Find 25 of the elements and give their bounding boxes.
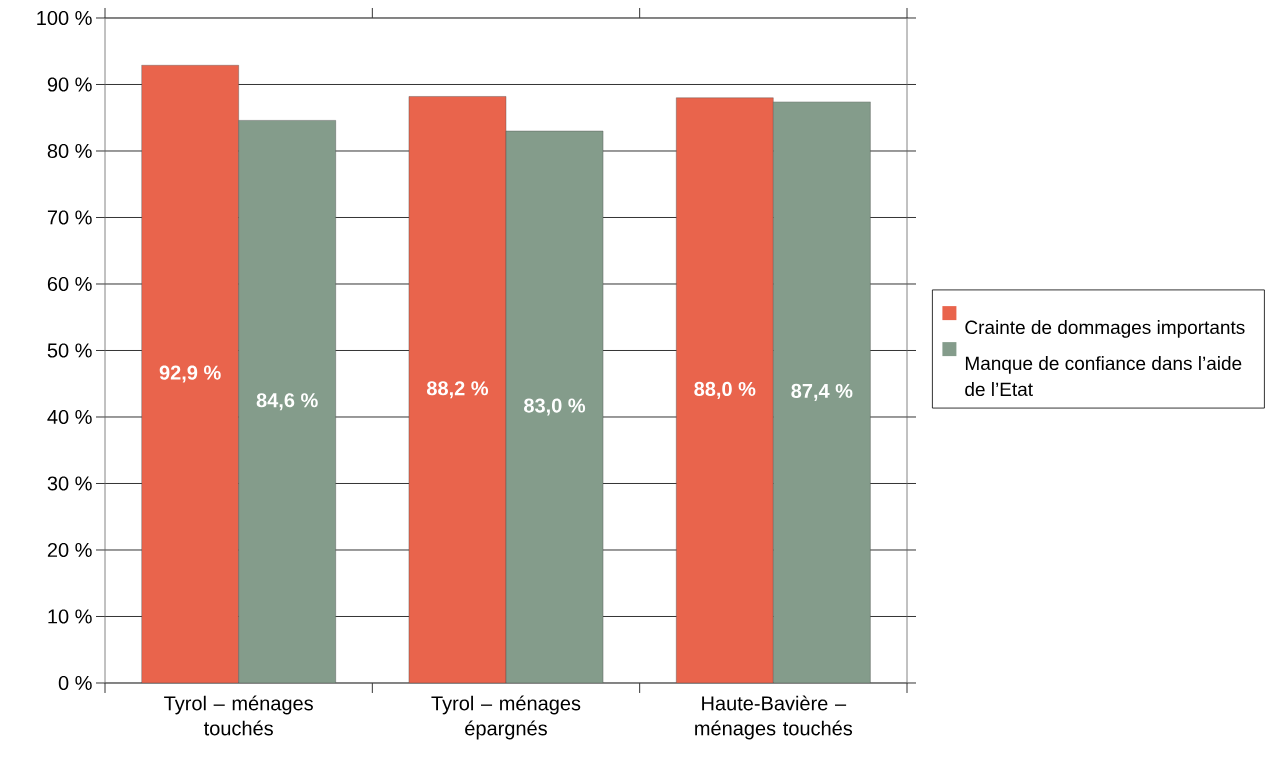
y-tick-label: 100 % <box>37 10 92 26</box>
y-tick-label: 20 % <box>47 542 92 558</box>
data-label: 83,0 % <box>524 398 586 416</box>
legend-label: Manque de confiance dans l’aide de l’Etat <box>965 356 1242 397</box>
y-tick-label: 40 % <box>47 409 92 425</box>
x-tick-label: Haute-Bavière – ménages touchés <box>695 695 853 740</box>
y-tick-label: 90 % <box>47 77 92 92</box>
data-label: 87,4 % <box>791 383 853 401</box>
bar <box>408 96 507 683</box>
bar <box>676 97 774 683</box>
y-tick-label: 80 % <box>47 143 92 159</box>
data-label: 88,0 % <box>694 381 756 399</box>
y-tick-label: 30 % <box>47 476 92 491</box>
y-tick-label: 50 % <box>47 343 92 358</box>
legend-label: Crainte de dommages importants <box>965 320 1245 338</box>
y-tick-label: 10 % <box>48 609 92 624</box>
y-tick-label: 60 % <box>47 276 92 292</box>
bar <box>141 65 239 683</box>
data-label: 88,2 % <box>426 381 489 399</box>
data-label: 84,6 % <box>256 393 318 411</box>
x-tick-label: Tyrol – ménages touchés <box>164 695 313 736</box>
data-label: 92,9 % <box>159 365 221 383</box>
y-tick-label: 0 % <box>58 675 92 691</box>
y-tick-label: 70 % <box>47 210 92 225</box>
x-tick-label: Tyrol – ménages épargnés <box>431 695 581 740</box>
